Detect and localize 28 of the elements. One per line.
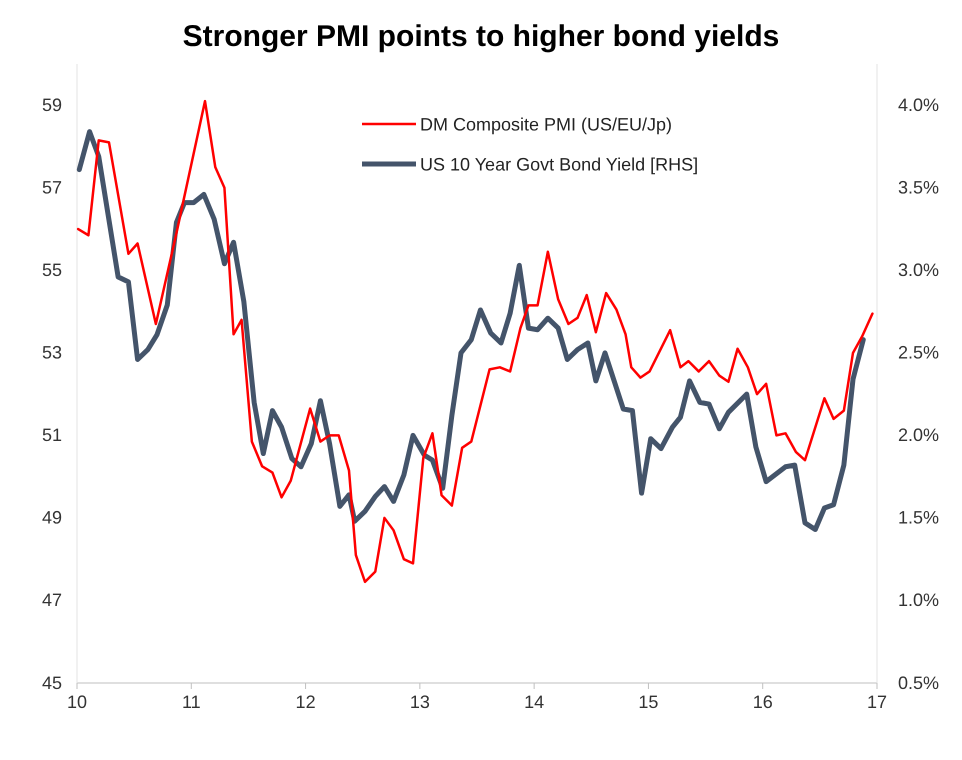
y-tick-label: 49 xyxy=(42,508,62,528)
y-tick-label: 59 xyxy=(42,95,62,116)
x-tick-label: 15 xyxy=(638,692,658,712)
x-tick-label: 11 xyxy=(182,692,201,712)
line-series xyxy=(76,100,874,584)
y-tick-label: 51 xyxy=(42,425,62,446)
y-tick-label: 53 xyxy=(42,342,62,363)
x-tick-label: 17 xyxy=(866,692,888,712)
x-tick-label: 13 xyxy=(410,692,430,712)
y2-tick-label: 2.5% xyxy=(898,342,940,363)
y-tick-label: 55 xyxy=(42,260,62,280)
y2-tick-label: 3.0% xyxy=(898,260,940,280)
chart-title: Stronger PMI points to higher bond yields xyxy=(182,20,780,53)
legend-label: US 10 Year Govt Bond Yield [RHS] xyxy=(420,154,698,174)
legend-label: DM Composite PMI (US/EU/Jp) xyxy=(420,114,672,134)
y2-tick-label: 0.5% xyxy=(898,672,940,693)
y-tick-label: 45 xyxy=(42,672,62,693)
y-tick-label: 57 xyxy=(42,178,62,198)
y-tick-label: 47 xyxy=(42,590,62,610)
x-tick-label: 10 xyxy=(66,692,88,712)
y2-tick-label: 3.5% xyxy=(898,178,940,198)
y2-tick-label: 4.0% xyxy=(898,95,940,116)
x-tick-label: 12 xyxy=(296,692,316,712)
x-tick-label: 14 xyxy=(524,692,544,712)
y2-tick-label: 1.0% xyxy=(898,590,940,610)
x-tick-label: 16 xyxy=(752,692,773,712)
y2-tick-label: 2.0% xyxy=(898,425,940,446)
y2-tick-label: 1.5% xyxy=(898,508,940,528)
